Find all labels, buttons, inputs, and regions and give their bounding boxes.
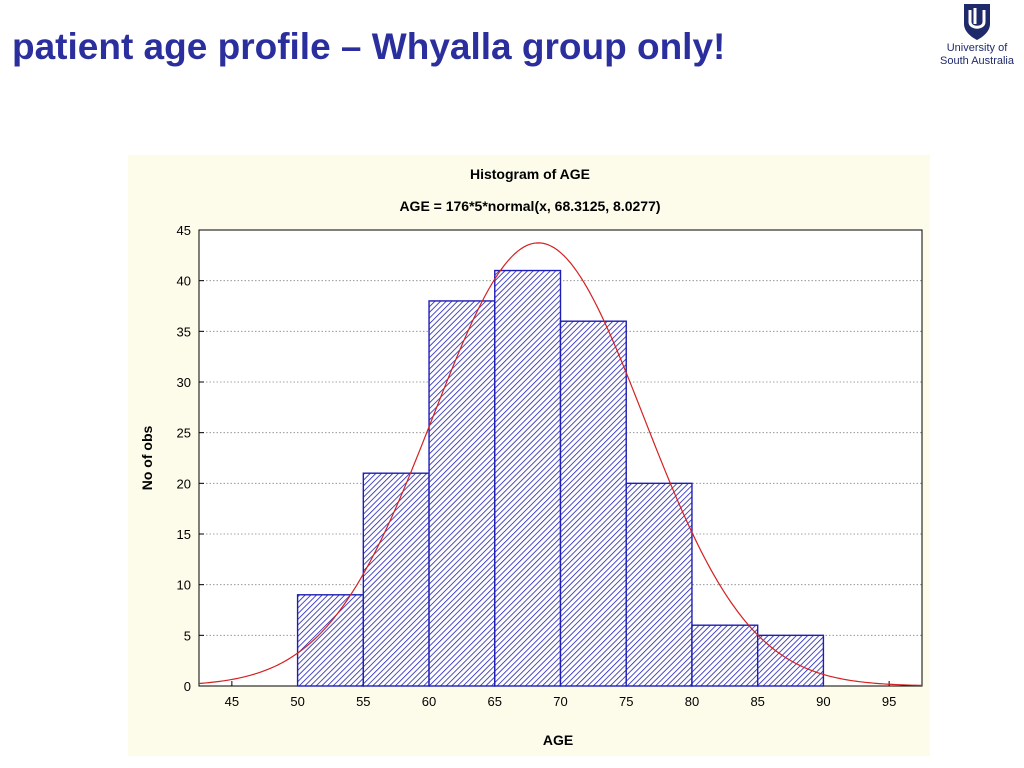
histogram-bar (296, 594, 365, 687)
histogram-bar (428, 300, 496, 687)
y-tick-label: 40 (177, 274, 191, 289)
y-tick-label: 35 (177, 324, 191, 339)
chart-panel: Histogram of AGE AGE = 176*5*normal(x, 6… (128, 155, 930, 756)
normal-fit-curve (198, 242, 923, 686)
y-tick-label: 15 (177, 527, 191, 542)
histogram-bar (691, 624, 759, 687)
x-tick-label: 55 (356, 694, 370, 709)
histogram-bar (494, 269, 562, 687)
y-tick-label: 20 (177, 476, 191, 491)
y-tick-label: 10 (177, 578, 191, 593)
x-tick-label: 65 (488, 694, 502, 709)
x-axis-label: AGE (543, 732, 573, 748)
x-tick-label: 80 (685, 694, 699, 709)
histogram-bar (362, 472, 430, 687)
histogram-bars (296, 269, 825, 687)
histogram-bar (625, 482, 693, 687)
x-tick-label: 60 (422, 694, 436, 709)
y-tick-label: 25 (177, 426, 191, 441)
x-axis-ticks: 45 50 55 60 65 70 75 80 85 90 95 (225, 681, 896, 709)
y-tick-label: 0 (184, 679, 191, 694)
x-tick-label: 95 (882, 694, 896, 709)
y-tick-label: 5 (184, 628, 191, 643)
slide-title: patient age profile – Whyalla group only… (12, 26, 726, 67)
y-tick-label: 30 (177, 375, 191, 390)
chart-title: Histogram of AGE (470, 166, 590, 182)
y-tick-label: 45 (177, 223, 191, 238)
y-axis-label: No of obs (139, 426, 155, 491)
logo-text-line2: South Australia (940, 55, 1014, 67)
histogram-bar (559, 320, 627, 687)
chart-subtitle: AGE = 176*5*normal(x, 68.3125, 8.0277) (399, 198, 660, 214)
x-tick-label: 85 (750, 694, 764, 709)
unisa-shield-icon (964, 4, 990, 40)
logo-text-line1: University of (946, 42, 1008, 54)
histogram-chart: Histogram of AGE AGE = 176*5*normal(x, 6… (139, 166, 923, 748)
y-axis-ticks: 0 5 10 15 20 25 30 35 40 45 (177, 223, 204, 694)
university-logo: University of South Australia (930, 2, 1024, 78)
x-tick-label: 70 (553, 694, 567, 709)
x-tick-label: 50 (290, 694, 304, 709)
x-tick-label: 45 (225, 694, 239, 709)
x-tick-label: 75 (619, 694, 633, 709)
x-tick-label: 90 (816, 694, 830, 709)
